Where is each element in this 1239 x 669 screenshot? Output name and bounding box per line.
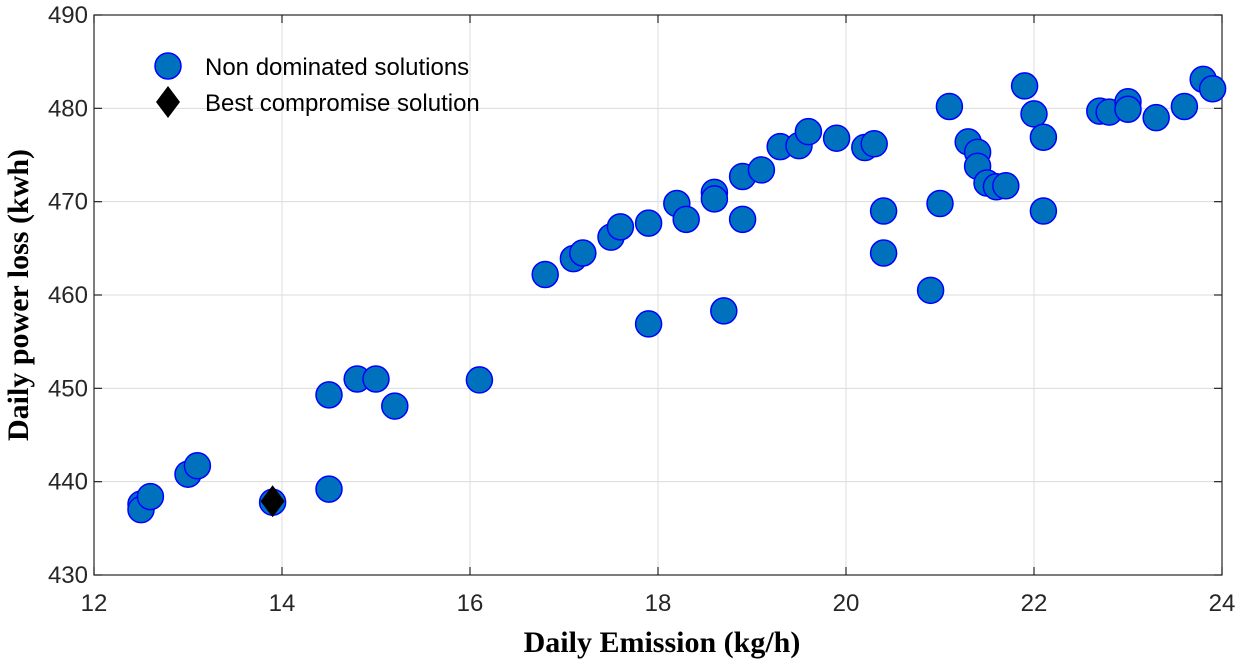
data-point-non-dominated bbox=[362, 365, 390, 393]
data-point-non-dominated bbox=[606, 213, 635, 241]
y-tick-label: 440 bbox=[48, 469, 88, 496]
data-point-non-dominated bbox=[136, 482, 165, 511]
data-point-non-dominated bbox=[728, 205, 757, 234]
data-point-non-dominated bbox=[794, 117, 823, 146]
data-points bbox=[127, 65, 1227, 524]
data-point-non-dominated bbox=[1029, 197, 1058, 225]
data-point-non-dominated bbox=[822, 124, 851, 152]
data-point-non-dominated bbox=[992, 172, 1020, 200]
data-point-non-dominated bbox=[869, 239, 898, 267]
data-point-non-dominated bbox=[869, 197, 898, 225]
data-point-non-dominated bbox=[634, 310, 663, 338]
data-point-non-dominated bbox=[747, 156, 776, 184]
axis-ticks: 12 14 16 18 20 22 24 430 440 450 460 470 480 490 bbox=[48, 2, 1235, 617]
data-point-non-dominated bbox=[381, 392, 409, 420]
legend-marker-non-dominated bbox=[154, 52, 182, 80]
y-axis-title: Daily power loss (kwh) bbox=[2, 149, 35, 441]
data-point-non-dominated bbox=[531, 260, 559, 289]
y-tick-label: 490 bbox=[48, 2, 88, 29]
x-tick-label: 16 bbox=[457, 590, 484, 617]
data-point-non-dominated bbox=[926, 189, 954, 218]
data-point-non-dominated bbox=[183, 452, 212, 480]
data-point-non-dominated bbox=[1170, 92, 1199, 121]
data-point-non-dominated bbox=[634, 209, 663, 237]
x-tick-label: 20 bbox=[833, 590, 860, 617]
data-point-non-dominated bbox=[860, 130, 888, 158]
x-axis-title: Daily Emission (kg/h) bbox=[524, 626, 801, 659]
x-tick-label: 12 bbox=[81, 590, 108, 617]
data-point-non-dominated bbox=[1020, 100, 1048, 128]
y-tick-label: 430 bbox=[48, 562, 88, 589]
data-point-non-dominated bbox=[1029, 123, 1058, 152]
data-point-non-dominated bbox=[1010, 72, 1039, 100]
data-point-non-dominated bbox=[672, 205, 700, 234]
data-point-non-dominated bbox=[700, 185, 729, 213]
legend-marker-best-compromise bbox=[156, 86, 180, 118]
data-point-non-dominated bbox=[1198, 74, 1227, 103]
y-tick-label: 460 bbox=[48, 282, 88, 309]
x-tick-label: 22 bbox=[1021, 590, 1048, 617]
data-point-non-dominated bbox=[315, 381, 343, 409]
x-tick-label: 18 bbox=[645, 590, 672, 617]
legend-label-best-compromise: Best compromise solution bbox=[205, 90, 480, 117]
y-tick-label: 470 bbox=[48, 189, 88, 216]
y-tick-label: 480 bbox=[48, 95, 88, 122]
data-point-best-compromise bbox=[260, 485, 285, 518]
y-tick-label: 450 bbox=[48, 375, 88, 402]
data-point-non-dominated bbox=[465, 366, 494, 394]
data-point-non-dominated bbox=[1142, 103, 1170, 132]
data-point-non-dominated bbox=[315, 475, 343, 503]
x-tick-label: 14 bbox=[269, 590, 296, 617]
legend: Non dominated solutions Best compromise … bbox=[154, 52, 480, 118]
legend-label-non-dominated: Non dominated solutions bbox=[205, 54, 469, 81]
data-point-non-dominated bbox=[710, 297, 738, 325]
x-tick-label: 24 bbox=[1209, 590, 1236, 617]
data-point-non-dominated bbox=[916, 276, 945, 305]
data-point-non-dominated bbox=[935, 92, 964, 121]
data-point-non-dominated bbox=[569, 239, 597, 267]
data-point-non-dominated bbox=[1114, 95, 1142, 124]
